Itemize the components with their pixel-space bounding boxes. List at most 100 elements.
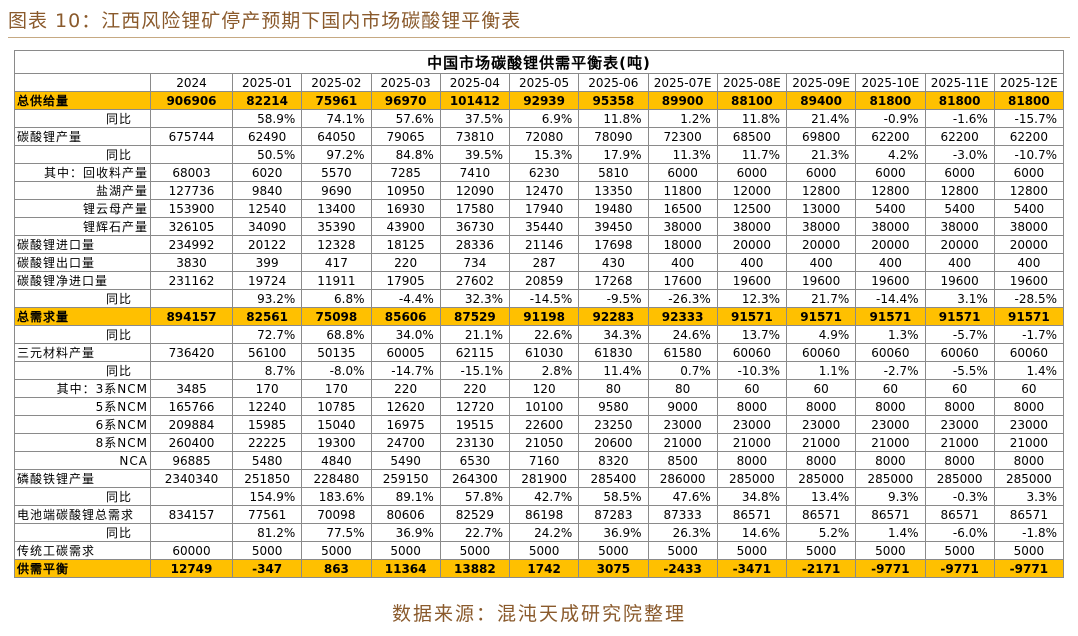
cell: 92333	[647, 307, 718, 326]
cell: 23000	[647, 415, 718, 434]
cell: 20600	[578, 433, 649, 452]
title-rule	[8, 37, 1070, 38]
cell: 22600	[508, 415, 580, 434]
cell: 21050	[508, 433, 580, 452]
cell: 15985	[231, 415, 303, 434]
row-label: 碳酸锂净进口量	[14, 271, 151, 290]
cell: 675744	[150, 127, 233, 146]
cell: 286000	[647, 469, 718, 488]
column-header: 2025-07E	[647, 73, 718, 92]
cell: 50135	[301, 343, 372, 362]
cell: -15.7%	[993, 109, 1065, 128]
cell: -2.7%	[855, 361, 926, 380]
cell: 74.1%	[301, 109, 372, 128]
cell: 400	[647, 253, 718, 272]
cell: 11.4%	[578, 361, 649, 380]
cell: 6.9%	[508, 109, 580, 128]
row-label: 同比	[14, 487, 151, 506]
cell: 11911	[301, 271, 372, 290]
cell: 22225	[231, 433, 303, 452]
cell: 285400	[578, 469, 649, 488]
column-header: 2025-11E	[924, 73, 995, 92]
cell: 60060	[993, 343, 1065, 362]
cell: 81.2%	[231, 523, 303, 542]
cell: 11.3%	[647, 145, 718, 164]
cell: 5000	[716, 541, 788, 560]
header-corner	[14, 73, 151, 92]
cell: 86571	[924, 505, 995, 524]
cell: 60060	[855, 343, 926, 362]
cell: 21000	[647, 433, 718, 452]
table-row: 同比 154.9% 183.6% 89.1% 57.8% 42.7% 58.5% 47.6% 3…	[14, 487, 1065, 506]
cell: 12749	[150, 559, 233, 578]
cell: 7160	[508, 451, 580, 470]
cell: 170	[231, 379, 303, 398]
cell: 91571	[993, 307, 1065, 326]
cell: 1.3%	[855, 325, 926, 344]
cell: 6000	[993, 163, 1065, 182]
cell: 86571	[785, 505, 857, 524]
row-label: 碳酸锂产量	[14, 127, 151, 146]
table-row: 总需求量 894157 82561 75098 85606 87529 91198 92283…	[14, 307, 1065, 326]
table-row: 碳酸锂出口量 3830 399 417 220 734 287 430 400 400 400 400…	[14, 253, 1065, 272]
cell: 3830	[150, 253, 233, 272]
table-row: 同比 50.5% 97.2% 84.8% 39.5% 15.3% 17.9% 11.3% 11.…	[14, 145, 1065, 164]
cell: 5400	[924, 199, 995, 218]
cell: 23130	[439, 433, 511, 452]
row-label: 同比	[14, 325, 151, 344]
cell: 34.0%	[370, 325, 441, 344]
cell: 906906	[150, 91, 233, 110]
cell: 19600	[993, 271, 1065, 290]
cell: 19600	[924, 271, 995, 290]
cell: 95358	[578, 91, 649, 110]
column-header: 2025-09E	[785, 73, 857, 92]
cell: 75098	[301, 307, 372, 326]
cell: 82561	[231, 307, 303, 326]
cell: 86571	[855, 505, 926, 524]
cell: 3.3%	[993, 487, 1065, 506]
cell	[150, 487, 233, 506]
cell: -1.7%	[993, 325, 1065, 344]
column-header: 2025-08E	[716, 73, 788, 92]
cell: 23250	[578, 415, 649, 434]
cell: 39.5%	[439, 145, 511, 164]
cell: 14.6%	[716, 523, 788, 542]
cell: 60	[993, 379, 1065, 398]
cell: 36.9%	[370, 523, 441, 542]
cell: 400	[716, 253, 788, 272]
cell: 35390	[301, 217, 372, 236]
cell: 82529	[439, 505, 511, 524]
cell: 8500	[647, 451, 718, 470]
cell: 19600	[855, 271, 926, 290]
cell: 11364	[370, 559, 441, 578]
cell: 183.6%	[301, 487, 372, 506]
cell: 93.2%	[231, 289, 303, 308]
cell: 18000	[647, 235, 718, 254]
cell: 5000	[231, 541, 303, 560]
row-label: 同比	[14, 361, 151, 380]
cell: 5810	[578, 163, 649, 182]
cell: 21000	[924, 433, 995, 452]
cell: 863	[301, 559, 372, 578]
table-row: 8系NCM 260400 22225 19300 24700 23130 21050 2060…	[14, 433, 1065, 452]
cell: 89.1%	[370, 487, 441, 506]
table-row: 总供给量 906906 82214 75961 96970 101412 92939 9535…	[14, 91, 1065, 110]
cell: 79065	[370, 127, 441, 146]
cell: 73810	[439, 127, 511, 146]
cell: 60	[924, 379, 995, 398]
cell: 430	[578, 253, 649, 272]
cell: 220	[370, 253, 441, 272]
cell: 27602	[439, 271, 511, 290]
cell: 60005	[370, 343, 441, 362]
cell: 89400	[785, 91, 857, 110]
cell: 17.9%	[578, 145, 649, 164]
cell: -4.4%	[370, 289, 441, 308]
cell: 8000	[993, 451, 1065, 470]
cell: 18125	[370, 235, 441, 254]
row-label: 总需求量	[14, 307, 151, 326]
cell: 8000	[855, 451, 926, 470]
cell: 234992	[150, 235, 233, 254]
cell: 17600	[647, 271, 718, 290]
cell: 13.4%	[785, 487, 857, 506]
row-label: 6系NCM	[14, 415, 151, 434]
